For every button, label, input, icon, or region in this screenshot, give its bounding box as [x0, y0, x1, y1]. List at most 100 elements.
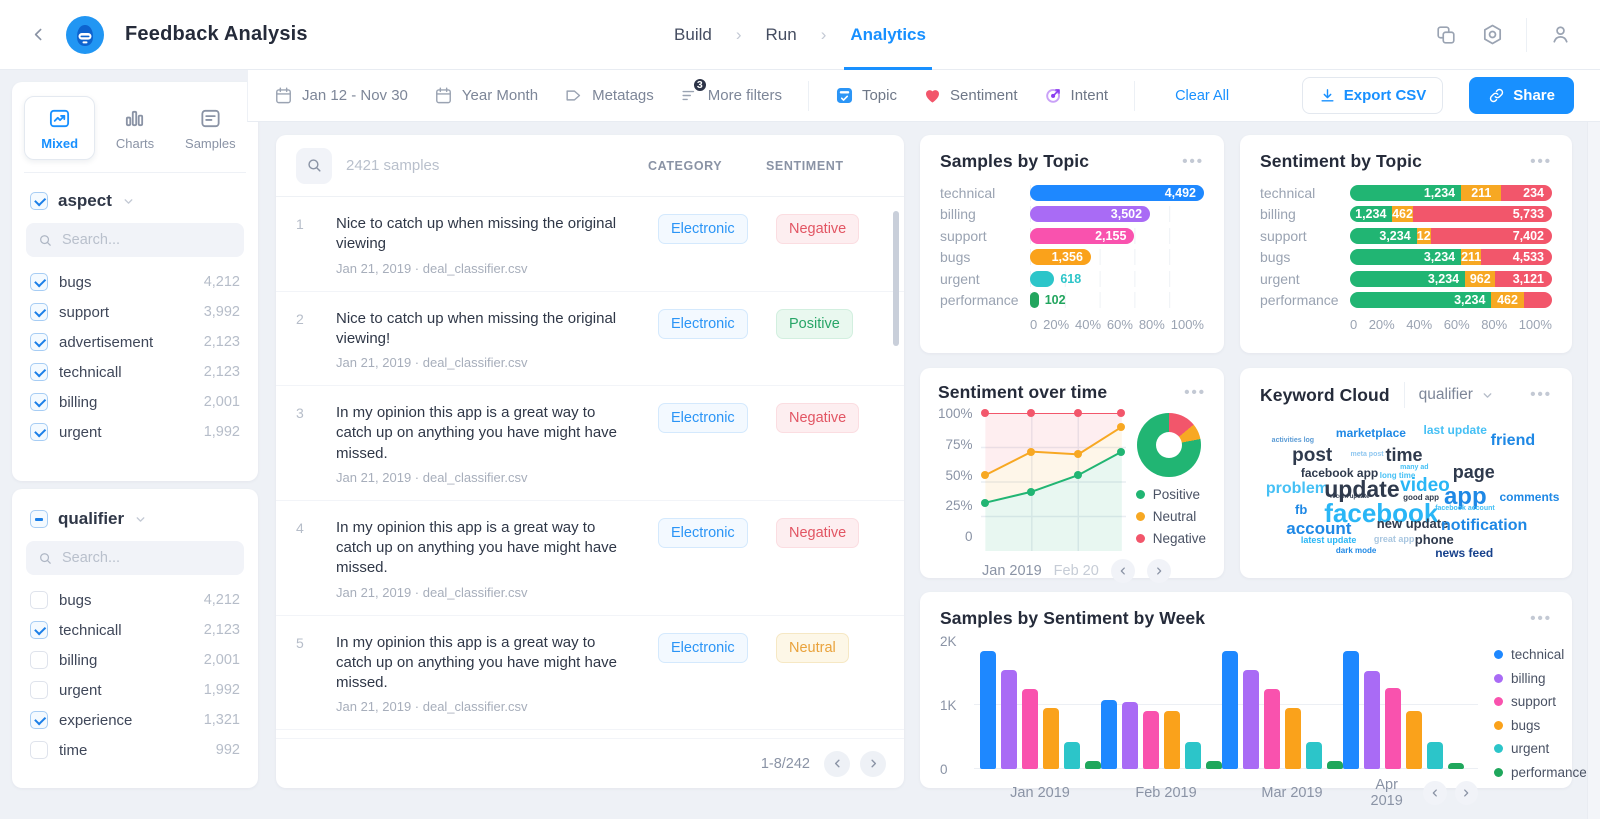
- item-checkbox[interactable]: [30, 393, 48, 411]
- item-checkbox[interactable]: [30, 741, 48, 759]
- nav-item-analytics[interactable]: Analytics: [844, 0, 932, 70]
- bar-performance[interactable]: [1327, 761, 1343, 769]
- keyword-friend[interactable]: friend: [1490, 431, 1536, 449]
- sample-row[interactable]: 6 In my opinion this app is a great way …: [276, 730, 904, 738]
- keyword-new-update[interactable]: new update: [1376, 515, 1449, 531]
- filter-item-urgent[interactable]: urgent 1,992: [24, 675, 246, 705]
- legend-item-billing[interactable]: billing: [1494, 671, 1600, 686]
- nav-item-run[interactable]: Run: [765, 25, 797, 44]
- data-point-negative[interactable]: [1117, 409, 1126, 417]
- user-account-button[interactable]: [1547, 21, 1574, 48]
- item-checkbox[interactable]: [30, 333, 48, 351]
- keyword-last-update[interactable]: last update: [1423, 422, 1487, 437]
- keyword-news-feed[interactable]: news feed: [1435, 545, 1494, 560]
- bar-billing[interactable]: [1243, 669, 1259, 769]
- bar-technical[interactable]: [1343, 650, 1359, 769]
- group-search-input[interactable]: Search...: [26, 541, 244, 575]
- toggle-sentiment[interactable]: Sentiment: [923, 86, 1018, 105]
- keyword-dark-mode[interactable]: dark mode: [1335, 545, 1377, 555]
- page-scrollbar[interactable]: [1587, 71, 1600, 819]
- sentiment-segment[interactable]: 3,234: [1350, 270, 1466, 287]
- card-menu-button[interactable]: •••: [1182, 152, 1204, 170]
- sentiment-segment[interactable]: 4,533: [1481, 249, 1552, 265]
- sentiment-segment[interactable]: 3,234: [1350, 249, 1462, 265]
- sentiment-segment[interactable]: 211: [1461, 184, 1502, 201]
- sample-row[interactable]: 3 In my opinion this app is a great way …: [276, 386, 904, 501]
- sample-row[interactable]: 4 In my opinion this app is a great way …: [276, 501, 904, 616]
- keyword-facebook[interactable]: facebook: [1324, 498, 1439, 528]
- topic-bar-billing[interactable]: 3,502: [1030, 206, 1151, 222]
- data-point-neutral[interactable]: [980, 471, 989, 480]
- sentiment-segment[interactable]: [1523, 292, 1552, 308]
- filter-item-bugs[interactable]: bugs 4,212: [24, 585, 246, 615]
- keyword-app[interactable]: app: [1443, 483, 1487, 510]
- bar-support[interactable]: [1022, 689, 1038, 769]
- bar-performance[interactable]: [1448, 762, 1464, 769]
- item-checkbox[interactable]: [30, 591, 48, 609]
- nav-item-build[interactable]: Build: [674, 25, 712, 44]
- filter-item-time[interactable]: time 992: [24, 735, 246, 765]
- keyword-update[interactable]: update: [1324, 475, 1400, 502]
- week-prev-button[interactable]: [1423, 781, 1447, 805]
- item-checkbox[interactable]: [30, 423, 48, 441]
- legend-item-urgent[interactable]: urgent: [1494, 741, 1600, 756]
- item-checkbox[interactable]: [30, 621, 48, 639]
- data-point-negative[interactable]: [1073, 409, 1082, 417]
- data-point-negative[interactable]: [980, 409, 989, 417]
- item-checkbox[interactable]: [30, 273, 48, 291]
- legend-item-positive[interactable]: Positive: [1135, 487, 1206, 502]
- keyword-video[interactable]: video: [1400, 475, 1450, 496]
- date-range-filter[interactable]: Jan 12 - Nov 30: [274, 86, 408, 105]
- sentiment-segment[interactable]: 1,234: [1350, 206, 1393, 222]
- tab-mixed[interactable]: Mixed: [24, 96, 96, 160]
- bar-billing[interactable]: [1364, 671, 1380, 769]
- group-search-input[interactable]: Search...: [26, 223, 244, 257]
- filter-item-bugs[interactable]: bugs 4,212: [24, 267, 246, 297]
- topic-bar-performance[interactable]: [1030, 292, 1039, 308]
- filter-item-experience[interactable]: experience 1,321: [24, 705, 246, 735]
- keyword-page[interactable]: page: [1452, 461, 1495, 482]
- item-checkbox[interactable]: [30, 681, 48, 699]
- keyword-comments[interactable]: comments: [1499, 490, 1560, 504]
- sentiment-segment[interactable]: 234: [1501, 184, 1552, 201]
- card-menu-button[interactable]: •••: [1530, 386, 1552, 403]
- keyword-facebook-app[interactable]: facebook app: [1300, 466, 1379, 480]
- keyword-long-time[interactable]: long time: [1379, 470, 1416, 480]
- filter-item-advertisement[interactable]: advertisement 2,123: [24, 327, 246, 357]
- filter-item-support[interactable]: support 3,992: [24, 297, 246, 327]
- bar-performance[interactable]: [1206, 761, 1222, 769]
- samples-scrollbar[interactable]: [893, 211, 899, 346]
- bar-bugs[interactable]: [1043, 708, 1059, 769]
- sentiment-segment[interactable]: 462: [1392, 206, 1413, 222]
- sentiment-segment[interactable]: 7,402: [1430, 227, 1552, 244]
- keyword-good-app[interactable]: good app: [1403, 493, 1440, 502]
- card-menu-button[interactable]: •••: [1530, 609, 1552, 627]
- filter-item-technicall[interactable]: technicall 2,123: [24, 357, 246, 387]
- keyword-many-ad[interactable]: many ad: [1400, 464, 1429, 471]
- more-filters[interactable]: 3 More filters: [680, 77, 782, 105]
- bar-urgent[interactable]: [1306, 742, 1322, 769]
- legend-item-performance[interactable]: performance: [1494, 765, 1600, 780]
- bar-technical[interactable]: [980, 650, 996, 769]
- sentiment-segment[interactable]: 962: [1465, 270, 1496, 287]
- bar-support[interactable]: [1264, 689, 1280, 769]
- legend-item-technical[interactable]: technical: [1494, 647, 1600, 662]
- bar-support[interactable]: [1143, 711, 1159, 769]
- keyword-activities-log[interactable]: activities log: [1271, 437, 1315, 444]
- week-next-button[interactable]: [1454, 781, 1478, 805]
- legend-item-bugs[interactable]: bugs: [1494, 718, 1600, 733]
- toggle-topic[interactable]: Topic: [835, 86, 897, 105]
- keyword-post[interactable]: post: [1292, 445, 1333, 466]
- filter-item-billing[interactable]: billing 2,001: [24, 387, 246, 417]
- bar-performance[interactable]: [1085, 761, 1101, 769]
- sample-row[interactable]: 1 Nice to catch up when missing the orig…: [276, 197, 904, 292]
- group-checkbox[interactable]: [30, 510, 48, 528]
- keyword-problem[interactable]: problem: [1265, 479, 1329, 497]
- data-point-neutral[interactable]: [1027, 447, 1036, 456]
- keyword-great-app[interactable]: great app: [1373, 533, 1415, 544]
- bar-billing[interactable]: [1001, 669, 1017, 769]
- item-checkbox[interactable]: [30, 363, 48, 381]
- bar-urgent[interactable]: [1064, 742, 1080, 769]
- filter-item-technicall[interactable]: technicall 2,123: [24, 615, 246, 645]
- sentiment-segment[interactable]: 3,121: [1495, 270, 1552, 287]
